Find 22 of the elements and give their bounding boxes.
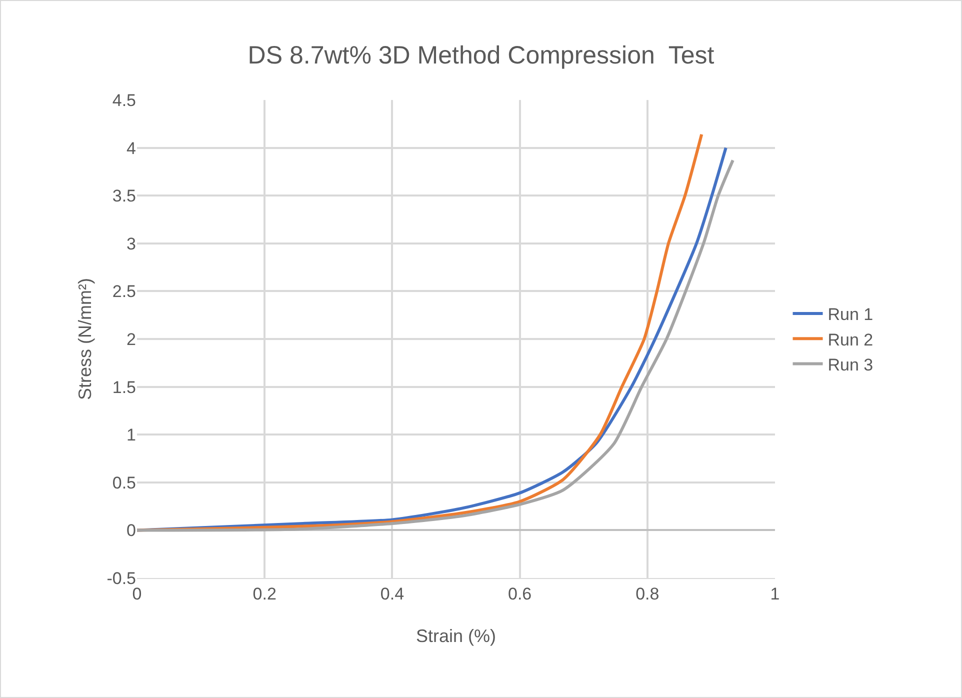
y-axis-title: Stress (N/mm²): [75, 278, 95, 400]
y-tick-label: 1.5: [112, 378, 136, 397]
x-tick-label: 0.4: [380, 584, 404, 604]
chart-title: DS 8.7wt% 3D Method Compression Test: [248, 42, 714, 70]
legend-label: Run 3: [828, 355, 874, 374]
x-tick-label: 0.8: [636, 584, 660, 604]
y-tick-label: 3: [126, 234, 136, 254]
y-tick-label: 0.5: [112, 473, 136, 492]
y-tick-label: 2: [126, 330, 136, 349]
y-tick-label: 3.5: [112, 186, 136, 206]
y-tick-label: 1: [126, 426, 136, 445]
y-tick-label: 4: [126, 138, 136, 158]
y-tick-label: 2.5: [112, 282, 136, 302]
y-tick-label: 0: [126, 521, 136, 540]
x-tick-label: 0.6: [508, 584, 532, 604]
legend-label: Run 1: [828, 305, 874, 324]
x-axis-title: Strain (%): [416, 626, 496, 646]
legend-label: Run 2: [828, 330, 874, 350]
y-tick-label: -0.5: [106, 568, 136, 588]
x-tick-label: 1: [770, 584, 780, 604]
y-tick-label: 4.5: [112, 90, 136, 110]
x-tick-label: 0.2: [252, 584, 276, 604]
